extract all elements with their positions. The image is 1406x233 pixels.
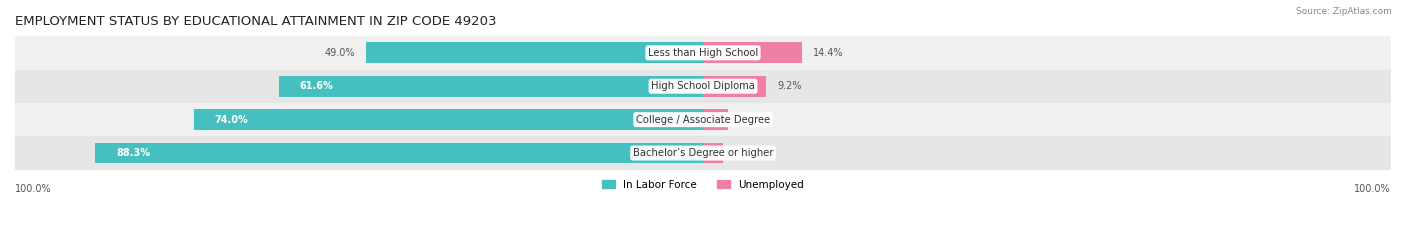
Bar bbox=[96, 143, 703, 163]
Text: 100.0%: 100.0% bbox=[15, 184, 52, 194]
Text: Bachelor’s Degree or higher: Bachelor’s Degree or higher bbox=[633, 148, 773, 158]
Bar bbox=[15, 36, 1391, 69]
Text: 2.9%: 2.9% bbox=[734, 148, 758, 158]
Legend: In Labor Force, Unemployed: In Labor Force, Unemployed bbox=[598, 176, 808, 194]
Bar bbox=[280, 76, 703, 97]
Bar bbox=[703, 109, 728, 130]
Text: Less than High School: Less than High School bbox=[648, 48, 758, 58]
Text: Source: ZipAtlas.com: Source: ZipAtlas.com bbox=[1296, 7, 1392, 16]
Bar bbox=[15, 103, 1391, 136]
Text: 3.7%: 3.7% bbox=[740, 115, 763, 125]
Text: EMPLOYMENT STATUS BY EDUCATIONAL ATTAINMENT IN ZIP CODE 49203: EMPLOYMENT STATUS BY EDUCATIONAL ATTAINM… bbox=[15, 15, 496, 28]
Bar bbox=[703, 76, 766, 97]
Text: College / Associate Degree: College / Associate Degree bbox=[636, 115, 770, 125]
Text: High School Diploma: High School Diploma bbox=[651, 81, 755, 91]
Text: 88.3%: 88.3% bbox=[117, 148, 150, 158]
Bar bbox=[15, 69, 1391, 103]
Text: 49.0%: 49.0% bbox=[325, 48, 354, 58]
Text: 61.6%: 61.6% bbox=[299, 81, 333, 91]
Bar bbox=[194, 109, 703, 130]
Bar bbox=[703, 42, 801, 63]
Text: 74.0%: 74.0% bbox=[215, 115, 249, 125]
Bar bbox=[366, 42, 703, 63]
Bar bbox=[15, 136, 1391, 170]
Bar bbox=[703, 143, 723, 163]
Text: 100.0%: 100.0% bbox=[1354, 184, 1391, 194]
Text: 14.4%: 14.4% bbox=[813, 48, 844, 58]
Text: 9.2%: 9.2% bbox=[778, 81, 801, 91]
